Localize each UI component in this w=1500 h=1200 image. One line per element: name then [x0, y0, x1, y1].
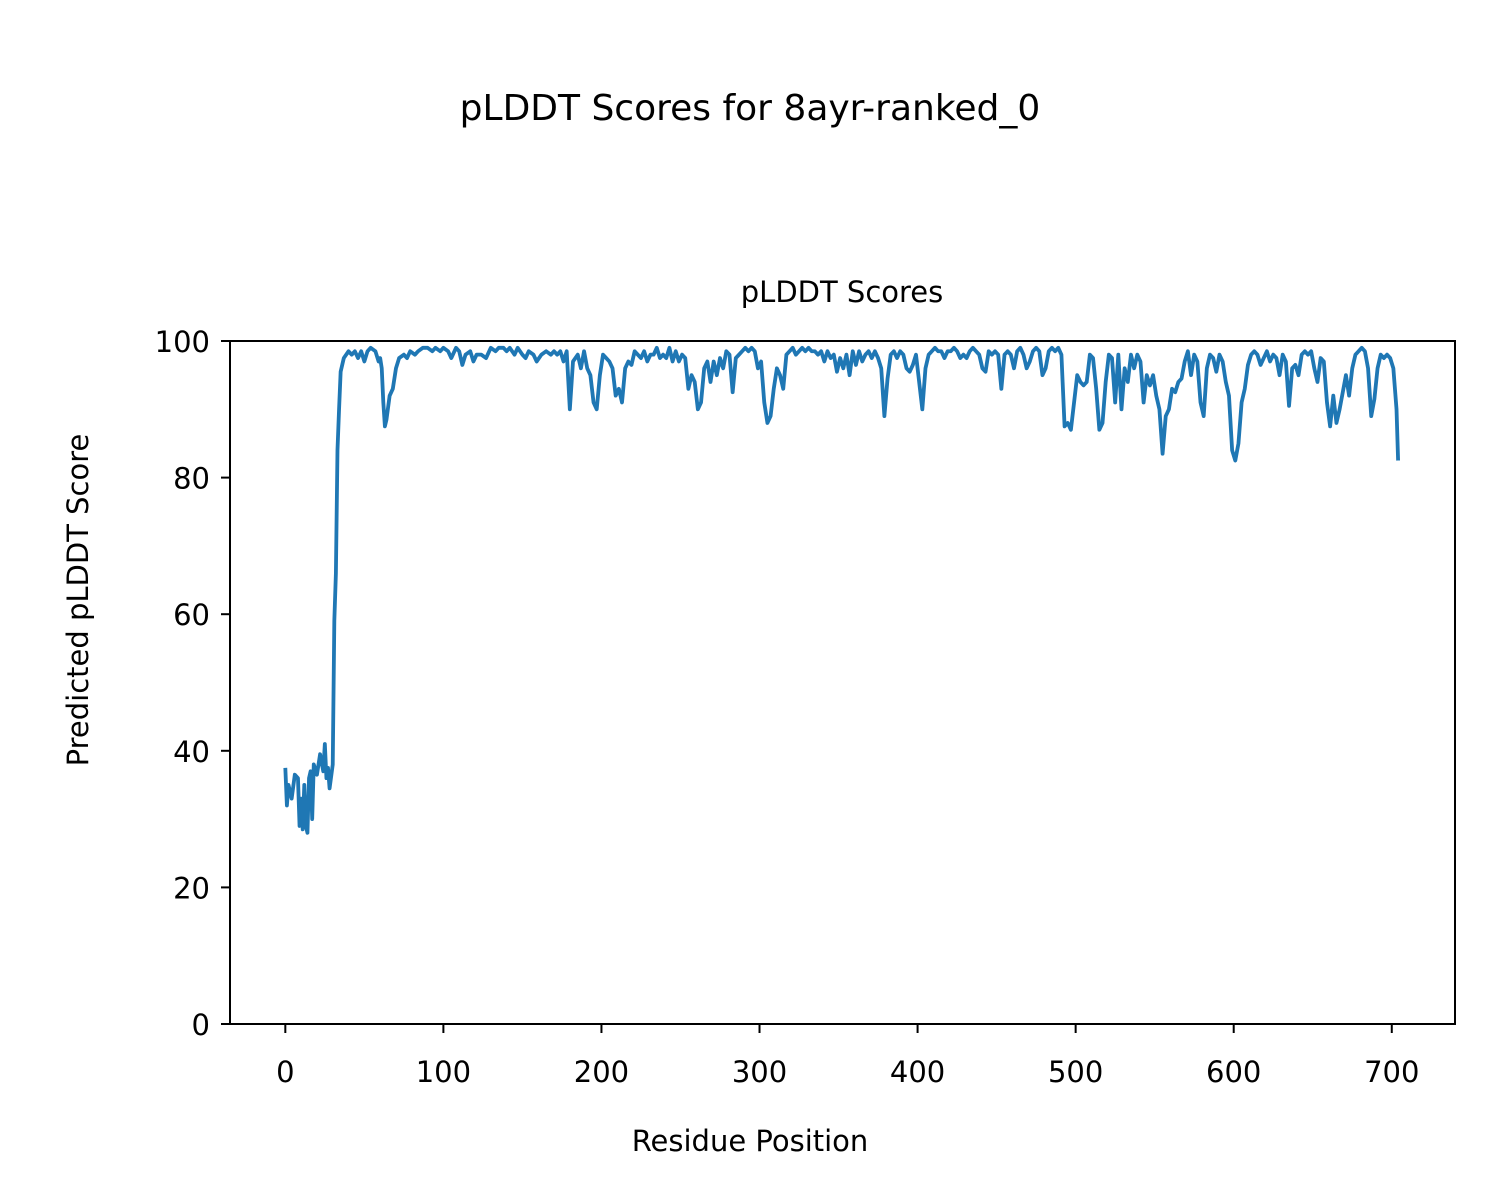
y-axis-ticks: 0 20 40 60 80 100: [155, 325, 230, 1042]
y-tick-label: 100: [155, 325, 210, 359]
x-axis-label: Residue Position: [632, 1124, 869, 1158]
x-tick-label: 100: [416, 1055, 471, 1089]
x-tick-label: 600: [1206, 1055, 1261, 1089]
chart-title: pLDDT Scores: [741, 275, 944, 309]
y-tick-label: 0: [192, 1008, 210, 1042]
plddt-series-line: [283, 345, 1400, 835]
y-tick-label: 40: [173, 735, 210, 769]
y-tick-label: 60: [173, 598, 210, 632]
x-tick-label: 400: [890, 1055, 945, 1089]
plot-frame: [229, 340, 1456, 1025]
x-tick-label: 700: [1364, 1055, 1419, 1089]
y-axis-label: Predicted pLDDT Score: [61, 434, 95, 767]
y-tick-label: 80: [173, 462, 210, 496]
x-tick-label: 300: [732, 1055, 787, 1089]
y-tick-label: 20: [173, 871, 210, 905]
x-tick-label: 200: [574, 1055, 629, 1089]
figure-title: pLDDT Scores for 8ayr-ranked_0: [460, 88, 1041, 129]
x-tick-label: 0: [276, 1055, 294, 1089]
x-axis-ticks: 0 100 200 300 400 500 600 700: [276, 1024, 1419, 1089]
x-tick-label: 500: [1048, 1055, 1103, 1089]
